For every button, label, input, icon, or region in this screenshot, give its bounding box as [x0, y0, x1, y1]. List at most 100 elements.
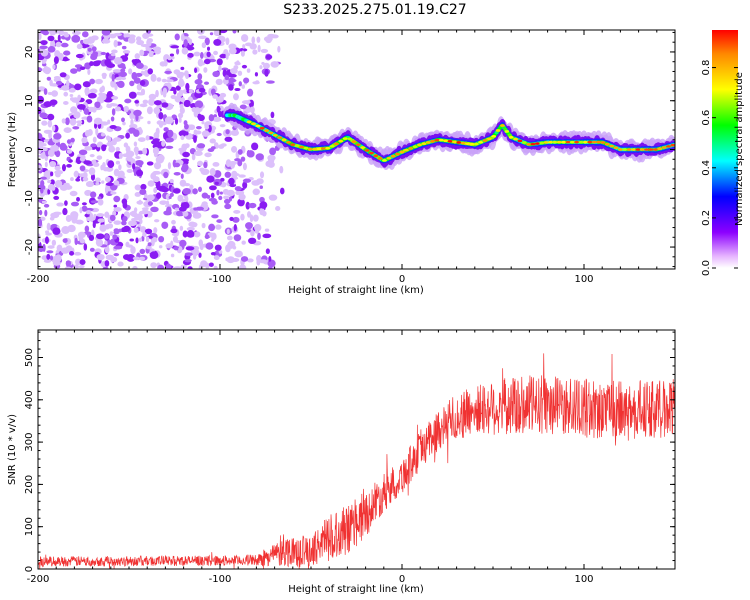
spectrogram-noise-blob: [87, 68, 91, 75]
spectrogram-noise-blob: [157, 264, 165, 269]
snr-series-line: [38, 353, 675, 569]
spectrogram-noise-blob: [224, 203, 232, 210]
spectrogram-noise-blob: [82, 176, 89, 182]
spectrogram-noise-blob: [106, 90, 113, 99]
spectrogram-noise-blob: [263, 36, 273, 42]
spectrogram-noise-blob: [75, 177, 81, 182]
spectrogram-noise-blob: [216, 58, 223, 66]
spectrogram-noise-blob: [270, 34, 279, 39]
spectrogram-noise-blob: [41, 200, 47, 204]
spectrogram-noise-blob: [45, 232, 53, 236]
spectrogram-noise-blob: [199, 51, 204, 59]
spectrogram-noise-blob: [229, 68, 238, 75]
spectrogram-noise-blob: [240, 50, 245, 57]
spectrogram-noise-blob: [218, 30, 228, 34]
spectrogram-xlabel: Height of straight line (km): [288, 285, 424, 296]
tone-core: [390, 154, 396, 158]
spectrogram-noise-blob: [40, 180, 45, 187]
spectrogram-noise-blob: [147, 201, 153, 206]
spectrogram-noise-blob: [196, 143, 206, 149]
spectrogram-noise-blob: [192, 253, 197, 260]
spectrogram-noise-blob: [175, 48, 180, 55]
spectrogram-noise-blob: [218, 65, 222, 72]
spectrogram-noise-blob: [38, 209, 43, 216]
spectrogram-noise-blob: [136, 200, 144, 205]
spectrogram-noise-blob: [57, 52, 64, 61]
spectrogram-noise-blob: [82, 172, 88, 179]
spectrogram-noise-blob: [254, 223, 262, 232]
spectrogram-noise-blob: [259, 207, 265, 216]
tone-core: [635, 148, 641, 151]
spectrogram-noise-blob: [264, 69, 269, 77]
spectrogram-noise-blob: [49, 99, 58, 106]
spectrogram-noise-blob: [74, 237, 78, 246]
spectrogram-noise-blob: [232, 30, 237, 34]
spectrogram-noise-blob: [38, 86, 46, 92]
spectrogram-noise-blob: [51, 90, 59, 97]
spectrogram-noise-blob: [147, 68, 154, 75]
tone-core: [369, 151, 374, 155]
spectrogram-noise-blob: [79, 207, 83, 214]
spectrogram-noise-blob: [216, 132, 222, 137]
spectrogram-noise-blob: [136, 39, 145, 46]
spectrogram-noise-blob: [140, 183, 147, 190]
spectrogram-noise-blob: [259, 171, 265, 179]
spectrogram-noise-blob: [218, 250, 223, 254]
spectrogram-noise-blob: [176, 92, 181, 99]
spectrogram-noise-blob: [85, 210, 92, 215]
tone-core: [578, 140, 584, 144]
spectrogram-noise-blob: [60, 42, 69, 48]
tone-core: [325, 146, 331, 150]
spectrogram-noise-blob: [122, 201, 128, 209]
spectrogram-noise-blob: [226, 228, 230, 235]
spectrogram-noise-blob: [203, 81, 210, 85]
spectrogram-noise-blob: [242, 162, 247, 171]
spectrogram-noise-blob: [153, 106, 161, 114]
colorbar-tick-label: 0.2: [701, 210, 712, 226]
spectrogram-noise-blob: [39, 112, 48, 119]
spectrogram-noise-blob: [259, 201, 268, 209]
spectrogram-noise-blob: [69, 190, 78, 197]
spectrogram-noise-blob: [96, 253, 105, 261]
spectrogram-noise-blob: [152, 138, 160, 142]
spectrogram-noise-blob: [153, 187, 158, 194]
spectrogram-noise-blob: [196, 160, 204, 167]
spectrogram-noise-blob: [67, 224, 76, 233]
tone-core: [491, 135, 497, 138]
spectrogram-noise-blob: [242, 178, 252, 183]
spectrogram-noise-blob: [251, 36, 256, 44]
spectrogram-noise-blob: [52, 64, 56, 70]
tone-core: [661, 146, 667, 149]
tone-core: [526, 143, 532, 146]
spectrogram-noise-blob: [52, 227, 61, 235]
spectrogram-noise-blob: [38, 67, 43, 73]
snr-panel: -200 -100 0 100 0 100 200 300 400 500 Height of s…: [7, 329, 676, 595]
spectrogram-noise-blob: [265, 248, 270, 255]
spectrogram-noise-blob: [200, 260, 208, 268]
spectrogram-noise-blob: [38, 32, 42, 41]
spectrogram-noise-blob: [164, 116, 174, 125]
spectrogram-noise-blob: [201, 201, 208, 207]
spectrogram-noise-blob: [237, 70, 243, 76]
spectrogram-noise-blob: [51, 124, 56, 132]
spectrogram-noise-blob: [38, 177, 41, 184]
spectrogram-noise-blob: [233, 223, 237, 232]
tone-core: [596, 140, 601, 144]
spectrogram-noise-blob: [259, 65, 263, 70]
spectrogram-noise-blob: [155, 192, 162, 199]
spectrogram-noise-blob: [97, 196, 102, 200]
spectrogram-noise-blob: [155, 127, 160, 136]
spectrogram-noise-blob: [44, 236, 49, 244]
spectrogram-noise-blob: [213, 255, 220, 261]
spectrogram-noise-blob: [246, 258, 254, 263]
spectrogram-noise-blob: [109, 231, 114, 236]
tone-core: [600, 141, 606, 144]
spectrogram-noise-blob: [122, 121, 126, 126]
spectrogram-noise-blob: [49, 79, 53, 87]
spectrogram-noise-blob: [150, 73, 157, 82]
spectrogram-noise-blob: [47, 46, 56, 53]
spectrogram-noise-blob: [238, 174, 246, 178]
spectrogram-noise-blob: [138, 237, 143, 243]
spectrogram-noise-blob: [277, 45, 281, 53]
